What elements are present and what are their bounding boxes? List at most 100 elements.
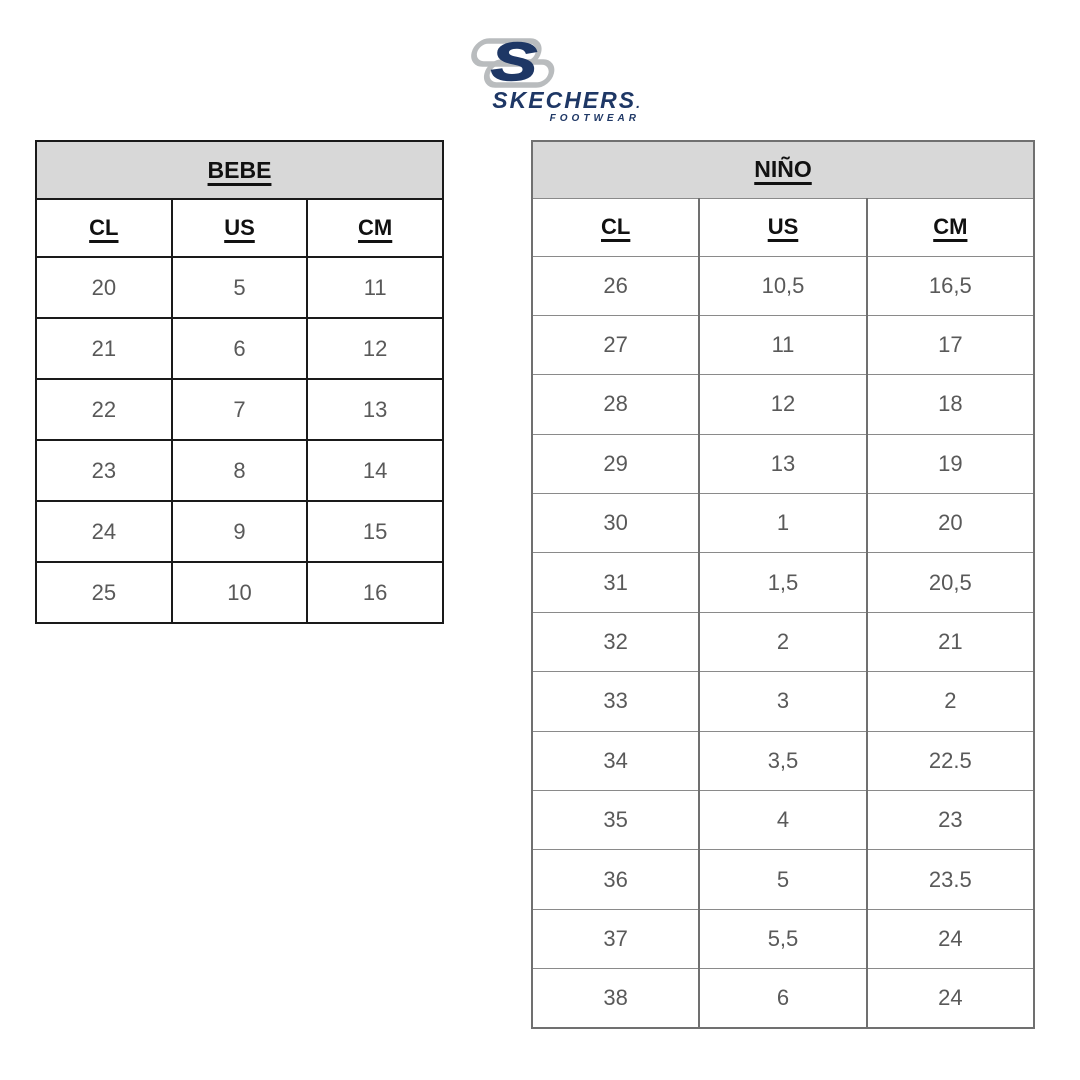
column-header-cm: CM xyxy=(306,198,444,258)
skechers-s-icon: S xyxy=(471,38,555,88)
table-row: 23 8 14 xyxy=(35,439,444,502)
table-cell: 23 xyxy=(865,790,1036,851)
table-cell: 7 xyxy=(170,378,309,441)
column-header-cl: CL xyxy=(35,198,173,258)
table-row: 34 3,5 22.5 xyxy=(530,730,1036,792)
table-cell: 23.5 xyxy=(865,849,1036,910)
column-header-us: US xyxy=(698,197,868,257)
table-cell: 31 xyxy=(530,552,701,613)
table-cell: 20 xyxy=(865,493,1036,554)
table-row: 33 3 2 xyxy=(530,671,1036,732)
table-cell: 6 xyxy=(698,968,868,1029)
table-row: 20 5 11 xyxy=(35,256,444,319)
table-cell: 21 xyxy=(865,611,1036,673)
table-cell: 5,5 xyxy=(698,908,868,970)
table-row: 31 1,5 20,5 xyxy=(530,552,1036,613)
brand-name: SKECHERS xyxy=(492,87,637,113)
table-header-row: CL US CM xyxy=(530,197,1036,257)
table-title-nino: NIÑO xyxy=(531,140,1035,199)
logo-s-letter: S xyxy=(491,38,537,88)
column-header-text: CM xyxy=(358,215,393,240)
table-title-text: NIÑO xyxy=(754,156,812,183)
table-title-row: NIÑO xyxy=(531,140,1035,199)
table-cell: 22.5 xyxy=(865,730,1036,792)
table-title-bebe: BEBE xyxy=(35,140,444,200)
table-cell: 33 xyxy=(530,671,701,732)
table-cell: 16 xyxy=(306,561,444,624)
table-body: 20 5 11 21 6 12 22 7 13 23 8 14 24 9 15 25 10 16 xyxy=(35,256,444,624)
table-cell: 6 xyxy=(170,317,309,380)
table-cell: 35 xyxy=(530,790,701,851)
table-cell: 23 xyxy=(35,439,173,502)
table-head: NIÑO CL US CM xyxy=(530,140,1036,257)
table-cell: 34 xyxy=(530,730,701,792)
skechers-logo: S SKECHERS. FOOTWEAR xyxy=(460,38,640,124)
table-cell: 13 xyxy=(698,433,868,495)
table-cell: 32 xyxy=(530,611,701,673)
table-row: 22 7 13 xyxy=(35,378,444,441)
table-row: 36 5 23.5 xyxy=(530,849,1036,910)
table-row: 24 9 15 xyxy=(35,500,444,563)
column-header-text: CM xyxy=(933,214,968,239)
table-cell: 12 xyxy=(306,317,444,380)
table-cell: 10,5 xyxy=(698,255,868,316)
table-cell: 38 xyxy=(530,968,701,1029)
table-cell: 2 xyxy=(865,671,1036,732)
table-cell: 36 xyxy=(530,849,701,910)
table-title-row: BEBE xyxy=(35,140,444,200)
table-row: 38 6 24 xyxy=(530,968,1036,1029)
table-row: 25 10 16 xyxy=(35,561,444,624)
table-row: 27 11 17 xyxy=(530,314,1036,376)
table-cell: 24 xyxy=(35,500,173,563)
logo-swoosh-loops xyxy=(471,38,555,88)
table-row: 28 12 18 xyxy=(530,374,1036,435)
table-cell: 11 xyxy=(306,256,444,319)
table-cell: 26 xyxy=(530,255,701,316)
brand-wordmark: SKECHERS. xyxy=(460,89,640,112)
table-cell: 4 xyxy=(698,790,868,851)
table-cell: 27 xyxy=(530,314,701,376)
table-body: 26 10,5 16,5 27 11 17 28 12 18 29 13 19 30 1 20 31 1,5 20… xyxy=(530,255,1036,1029)
table-title-text: BEBE xyxy=(207,156,272,183)
column-header-text: CL xyxy=(601,214,631,239)
table-cell: 11 xyxy=(698,314,868,376)
table-cell: 19 xyxy=(865,433,1036,495)
table-cell: 25 xyxy=(35,561,173,624)
brand-tagline: FOOTWEAR xyxy=(549,113,640,124)
column-header-text: US xyxy=(224,215,255,240)
table-row: 32 2 21 xyxy=(530,611,1036,673)
table-cell: 18 xyxy=(865,374,1036,435)
table-row: 35 4 23 xyxy=(530,790,1036,851)
table-row: 26 10,5 16,5 xyxy=(530,255,1036,316)
size-table-bebe: BEBE CL US CM 20 5 11 21 6 12 22 7 13 23 8 14 24 9 15 2… xyxy=(35,140,444,624)
table-cell: 13 xyxy=(306,378,444,441)
column-header-text: CL xyxy=(89,215,119,240)
column-header-us: US xyxy=(170,198,309,258)
table-cell: 30 xyxy=(530,493,701,554)
table-cell: 24 xyxy=(865,908,1036,970)
table-cell: 22 xyxy=(35,378,173,441)
table-cell: 17 xyxy=(865,314,1036,376)
table-cell: 14 xyxy=(306,439,444,502)
table-cell: 29 xyxy=(530,433,701,495)
table-cell: 8 xyxy=(170,439,309,502)
table-cell: 20,5 xyxy=(865,552,1036,613)
table-cell: 5 xyxy=(698,849,868,910)
column-header-cm: CM xyxy=(865,197,1036,257)
table-cell: 2 xyxy=(698,611,868,673)
table-cell: 16,5 xyxy=(865,255,1036,316)
table-cell: 24 xyxy=(865,968,1036,1029)
table-cell: 37 xyxy=(530,908,701,970)
table-row: 30 1 20 xyxy=(530,493,1036,554)
table-cell: 28 xyxy=(530,374,701,435)
table-cell: 15 xyxy=(306,500,444,563)
table-cell: 20 xyxy=(35,256,173,319)
table-row: 21 6 12 xyxy=(35,317,444,380)
table-head: BEBE CL US CM xyxy=(35,140,444,258)
table-cell: 12 xyxy=(698,374,868,435)
column-header-text: US xyxy=(767,214,799,239)
table-cell: 21 xyxy=(35,317,173,380)
table-cell: 10 xyxy=(170,561,309,624)
table-cell: 3,5 xyxy=(698,730,868,792)
